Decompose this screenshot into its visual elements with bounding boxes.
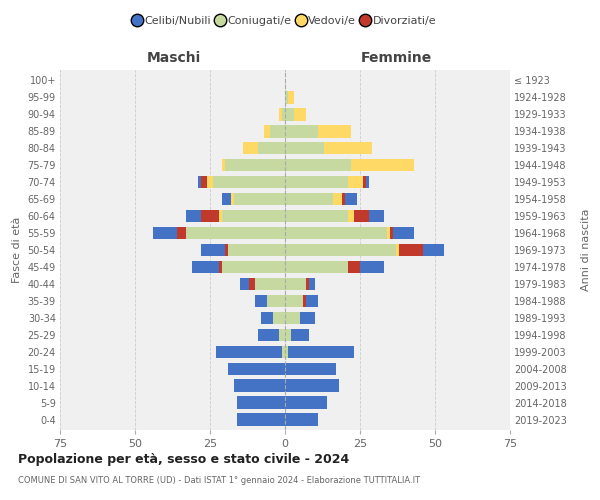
Bar (396, 244, 399, 256)
Bar (309, 278, 315, 290)
Bar (285, 192, 333, 205)
Bar (345, 192, 357, 205)
Bar (225, 244, 228, 256)
Legend: Celibi/Nubili, Coniugati/e, Vedovi/e, Divorziati/e: Celibi/Nubili, Coniugati/e, Vedovi/e, Di… (130, 11, 440, 30)
Bar (192, 260, 219, 274)
Bar (285, 312, 300, 324)
Bar (282, 346, 285, 358)
Bar (228, 362, 285, 375)
Bar (261, 312, 273, 324)
Bar (264, 125, 270, 138)
Bar (288, 346, 354, 358)
Bar (234, 192, 285, 205)
Bar (285, 244, 396, 256)
Bar (318, 125, 351, 138)
Bar (285, 346, 288, 358)
Bar (393, 226, 414, 239)
Bar (351, 158, 414, 172)
Bar (255, 278, 285, 290)
Y-axis label: Fasce di età: Fasce di età (12, 217, 22, 283)
Bar (255, 294, 267, 308)
Bar (219, 210, 222, 222)
Bar (222, 260, 285, 274)
Bar (279, 328, 285, 342)
Bar (399, 244, 423, 256)
Bar (333, 192, 342, 205)
Bar (291, 328, 309, 342)
Bar (249, 278, 255, 290)
Bar (240, 278, 249, 290)
Bar (237, 414, 285, 426)
Bar (285, 260, 348, 274)
Bar (216, 346, 282, 358)
Bar (225, 158, 285, 172)
Bar (366, 176, 369, 188)
Bar (282, 108, 285, 120)
Bar (222, 158, 225, 172)
Bar (285, 226, 387, 239)
Bar (303, 294, 306, 308)
Bar (198, 176, 201, 188)
Bar (423, 244, 444, 256)
Text: Popolazione per età, sesso e stato civile - 2024: Popolazione per età, sesso e stato civil… (18, 452, 349, 466)
Bar (285, 142, 324, 154)
Bar (213, 176, 285, 188)
Bar (186, 226, 285, 239)
Bar (285, 278, 306, 290)
Text: Femmine: Femmine (361, 51, 431, 65)
Bar (360, 260, 384, 274)
Bar (201, 176, 207, 188)
Bar (222, 210, 285, 222)
Bar (288, 91, 294, 104)
Bar (369, 210, 384, 222)
Bar (285, 294, 303, 308)
Bar (294, 108, 306, 120)
Bar (273, 312, 285, 324)
Bar (348, 210, 354, 222)
Bar (186, 210, 201, 222)
Bar (348, 176, 363, 188)
Bar (258, 328, 279, 342)
Bar (324, 142, 372, 154)
Bar (270, 125, 285, 138)
Bar (354, 210, 369, 222)
Bar (285, 414, 318, 426)
Bar (279, 108, 282, 120)
Text: COMUNE DI SAN VITO AL TORRE (UD) - Dati ISTAT 1° gennaio 2024 - Elaborazione TUT: COMUNE DI SAN VITO AL TORRE (UD) - Dati … (18, 476, 420, 485)
Bar (207, 176, 213, 188)
Bar (300, 312, 315, 324)
Bar (243, 142, 258, 154)
Bar (285, 125, 318, 138)
Bar (237, 396, 285, 409)
Bar (342, 192, 345, 205)
Bar (285, 328, 291, 342)
Bar (177, 226, 186, 239)
Bar (285, 380, 339, 392)
Bar (285, 158, 351, 172)
Bar (153, 226, 177, 239)
Bar (306, 294, 318, 308)
Y-axis label: Anni di nascita: Anni di nascita (581, 209, 591, 291)
Bar (285, 176, 348, 188)
Bar (228, 244, 285, 256)
Bar (387, 226, 390, 239)
Bar (363, 176, 366, 188)
Bar (285, 108, 294, 120)
Bar (390, 226, 393, 239)
Bar (231, 192, 234, 205)
Bar (285, 210, 348, 222)
Bar (201, 210, 219, 222)
Bar (219, 260, 222, 274)
Bar (234, 380, 285, 392)
Bar (285, 396, 327, 409)
Bar (258, 142, 285, 154)
Bar (267, 294, 285, 308)
Bar (285, 362, 336, 375)
Bar (306, 278, 309, 290)
Bar (285, 91, 288, 104)
Bar (348, 260, 360, 274)
Text: Maschi: Maschi (147, 51, 201, 65)
Bar (201, 244, 225, 256)
Bar (222, 192, 231, 205)
